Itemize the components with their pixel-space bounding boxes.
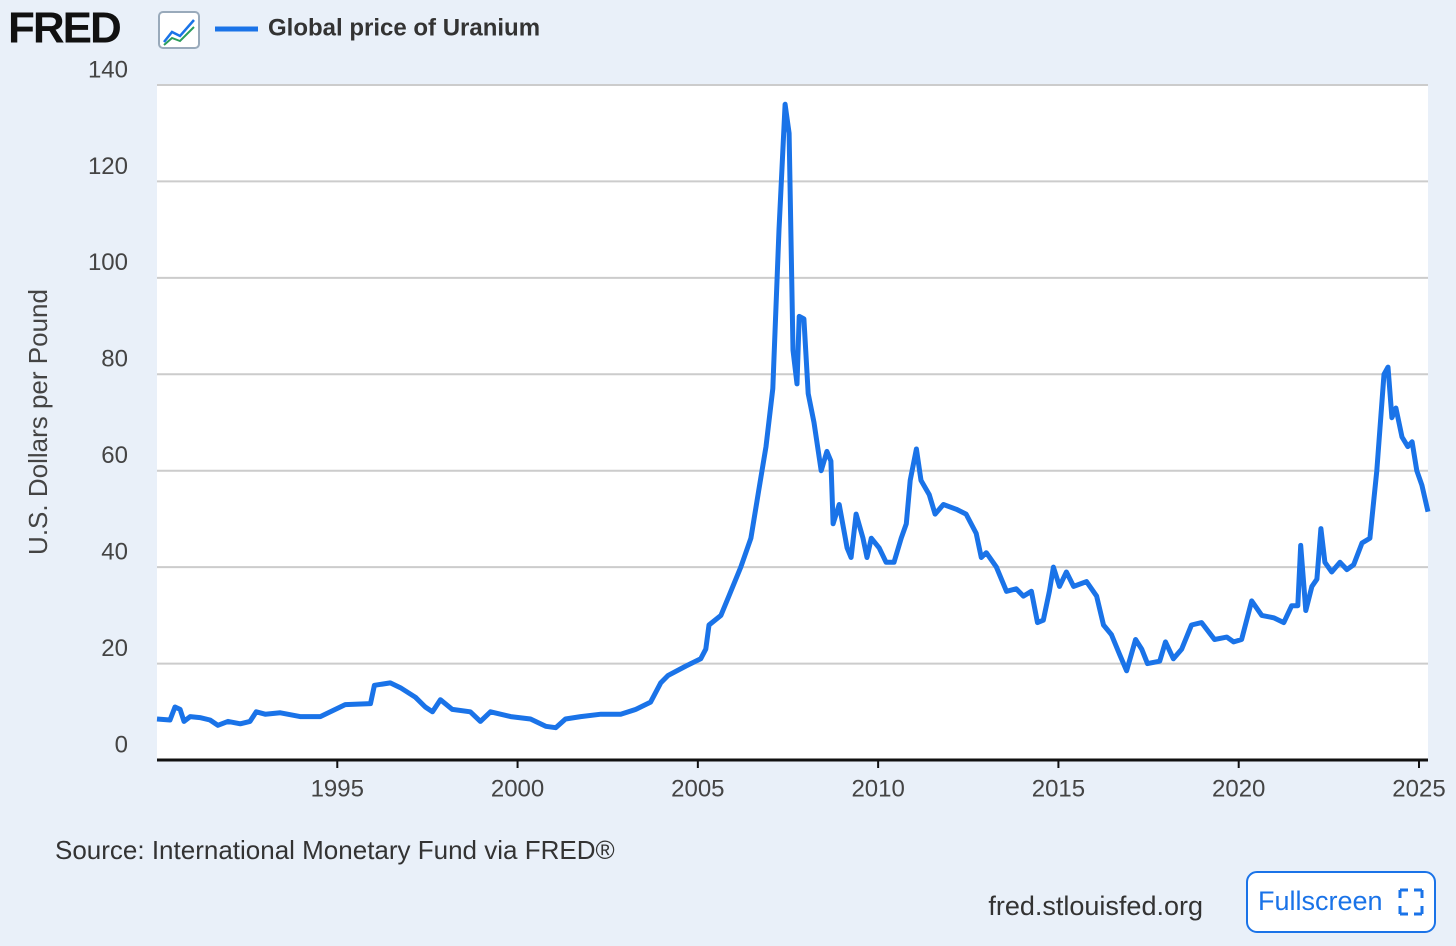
y-tick-label: 20 (101, 635, 128, 662)
fullscreen-label[interactable]: Fullscreen (1258, 886, 1383, 916)
series-line (156, 101, 1431, 731)
source: Source: International Monetary Fund via … (55, 835, 615, 865)
y-tick-label: 0 (115, 731, 128, 758)
fullscreen-icon[interactable] (1398, 888, 1424, 916)
y-tick-label: 40 (101, 538, 128, 565)
x-tick-label: 2025 (1392, 775, 1445, 802)
y-tick-label: 140 (88, 56, 128, 83)
logo: FRED (8, 4, 120, 53)
y-tick-label: 100 (88, 249, 128, 276)
logo-icon (158, 11, 200, 49)
y-tick-label: 80 (101, 346, 128, 373)
y-axis-label: U.S. Dollars per Pound (23, 289, 53, 555)
y-tick-label: 60 (101, 442, 128, 469)
legend-label: Global price of Uranium (268, 14, 540, 41)
x-tick-label: 1995 (311, 775, 364, 802)
x-tick-label: 2005 (671, 775, 724, 802)
fullscreen-button[interactable] (1246, 871, 1436, 933)
y-tick-label: 120 (88, 153, 128, 180)
site-link: fred.stlouisfed.org (988, 891, 1203, 921)
x-tick-label: 2010 (851, 775, 904, 802)
x-tick-label: 2000 (491, 775, 544, 802)
x-tick-label: 2020 (1212, 775, 1265, 802)
x-tick-label: 2015 (1032, 775, 1085, 802)
